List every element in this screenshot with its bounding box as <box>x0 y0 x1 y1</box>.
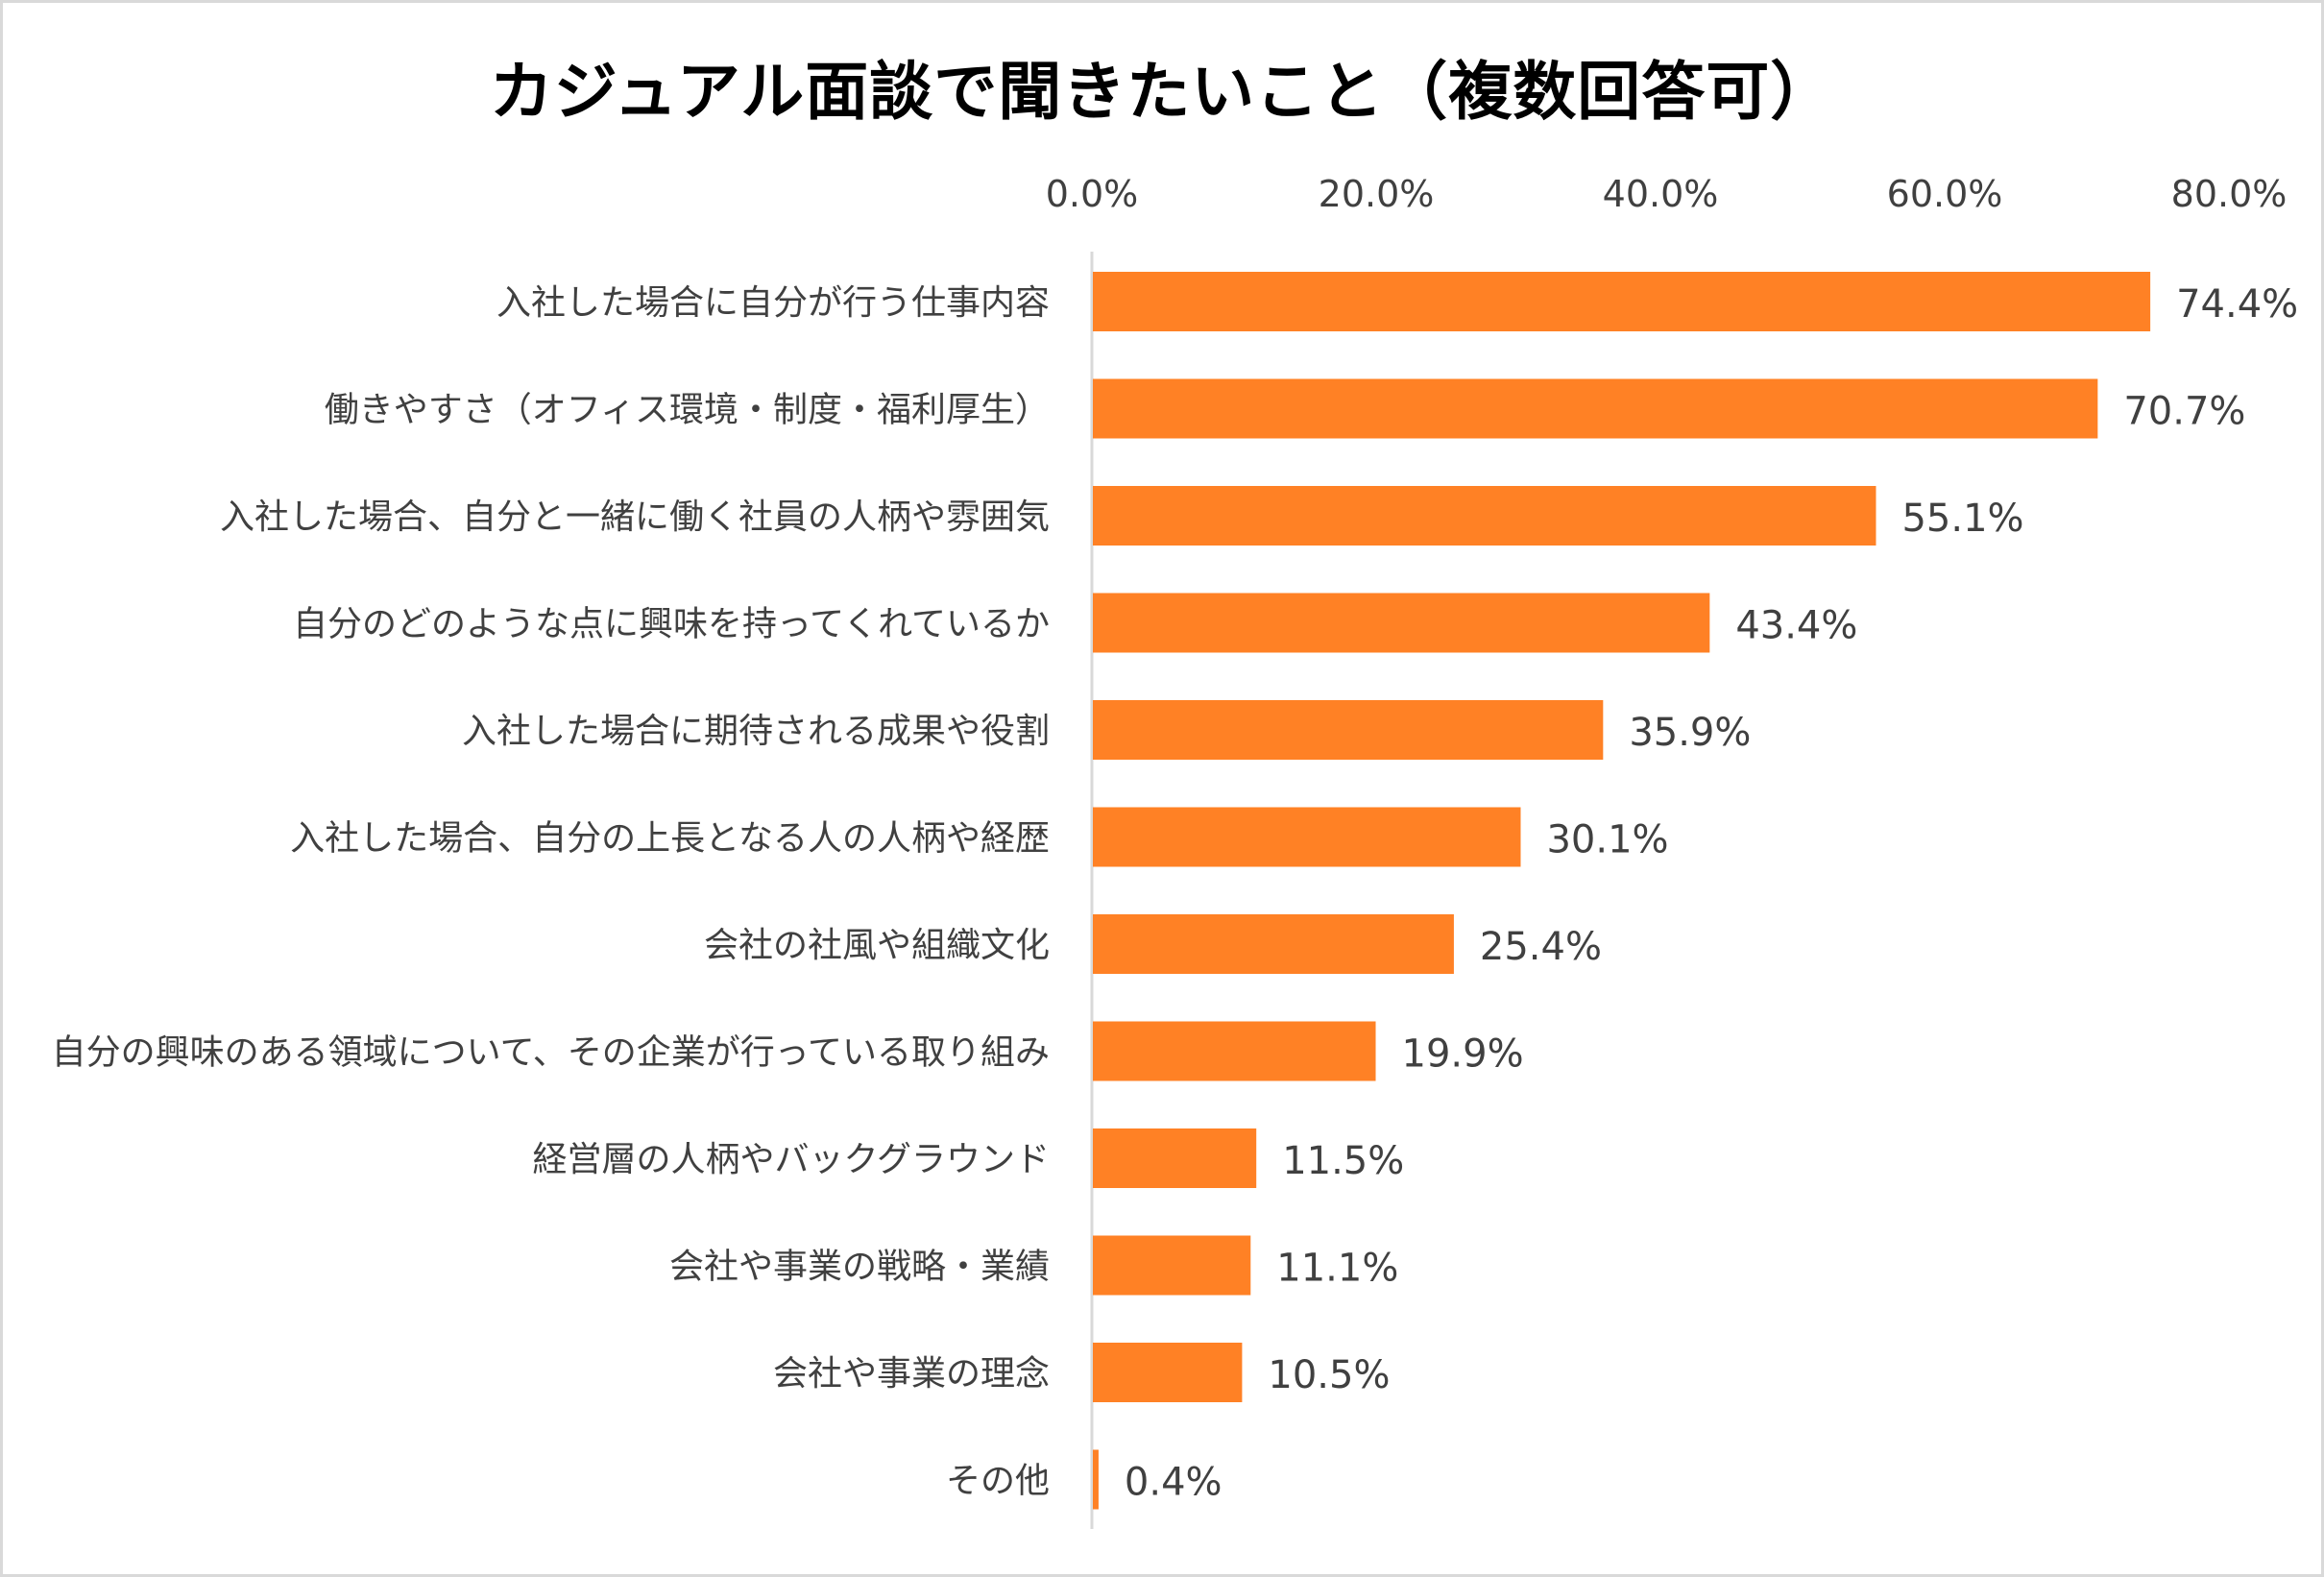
category-label: 会社や事業の戦略・業績 <box>669 1248 1050 1287</box>
data-label: 43.4% <box>1735 604 1857 648</box>
category-label: 働きやすさ（オフィス環境・制度・福利厚生） <box>325 391 1050 430</box>
bar <box>1093 1235 1251 1296</box>
bar <box>1093 272 2151 331</box>
data-label: 19.9% <box>1402 1032 1524 1077</box>
bar <box>1093 914 1454 974</box>
category-label: 入社した場合に自分が行う仕事内容 <box>496 283 1050 323</box>
bar <box>1093 1128 1257 1188</box>
x-tick-label: 20.0% <box>1319 173 1435 215</box>
category-label: 経営層の人柄やバックグラウンド <box>532 1140 1050 1179</box>
data-label: 11.1% <box>1276 1247 1398 1291</box>
category-label: 入社した場合、自分と一緒に働く社員の人柄や雰囲気 <box>220 497 1050 537</box>
bar <box>1093 1021 1376 1081</box>
data-label: 74.4% <box>2176 282 2298 327</box>
bar <box>1093 1449 1099 1510</box>
x-tick-label: 80.0% <box>2171 173 2288 215</box>
data-label: 11.5% <box>1282 1139 1404 1183</box>
category-label: その他 <box>946 1462 1050 1501</box>
category-label: 会社や事業の理念 <box>773 1354 1050 1394</box>
x-tick-label: 0.0% <box>1046 173 1139 215</box>
data-label: 25.4% <box>1480 925 1602 969</box>
data-label: 10.5% <box>1268 1353 1390 1397</box>
category-label: 会社の社風や組織文化 <box>704 926 1050 965</box>
data-label: 30.1% <box>1546 818 1668 862</box>
data-label: 55.1% <box>1901 497 2023 541</box>
x-tick-label: 40.0% <box>1603 173 1719 215</box>
category-label: 入社した場合に期待される成果や役割 <box>462 712 1050 751</box>
data-label: 70.7% <box>2123 390 2245 434</box>
bar <box>1093 486 1876 546</box>
bar <box>1093 700 1604 760</box>
x-tick-label: 60.0% <box>1887 173 2003 215</box>
category-label: 自分の興味のある領域について、その企業が行っている取り組み <box>52 1033 1050 1073</box>
bar <box>1093 807 1521 867</box>
bar <box>1093 593 1710 653</box>
data-label: 0.4% <box>1125 1461 1223 1505</box>
bar <box>1093 378 2098 439</box>
chart-title: カジュアル面談で聞きたいこと（複数回答可） <box>489 55 1835 129</box>
data-label: 35.9% <box>1629 711 1751 755</box>
bar <box>1093 1343 1243 1402</box>
category-label: 入社した場合、自分の上長となる人の人柄や経歴 <box>290 819 1050 859</box>
category-label: 自分のどのような点に興味を持ってくれているか <box>293 605 1050 644</box>
